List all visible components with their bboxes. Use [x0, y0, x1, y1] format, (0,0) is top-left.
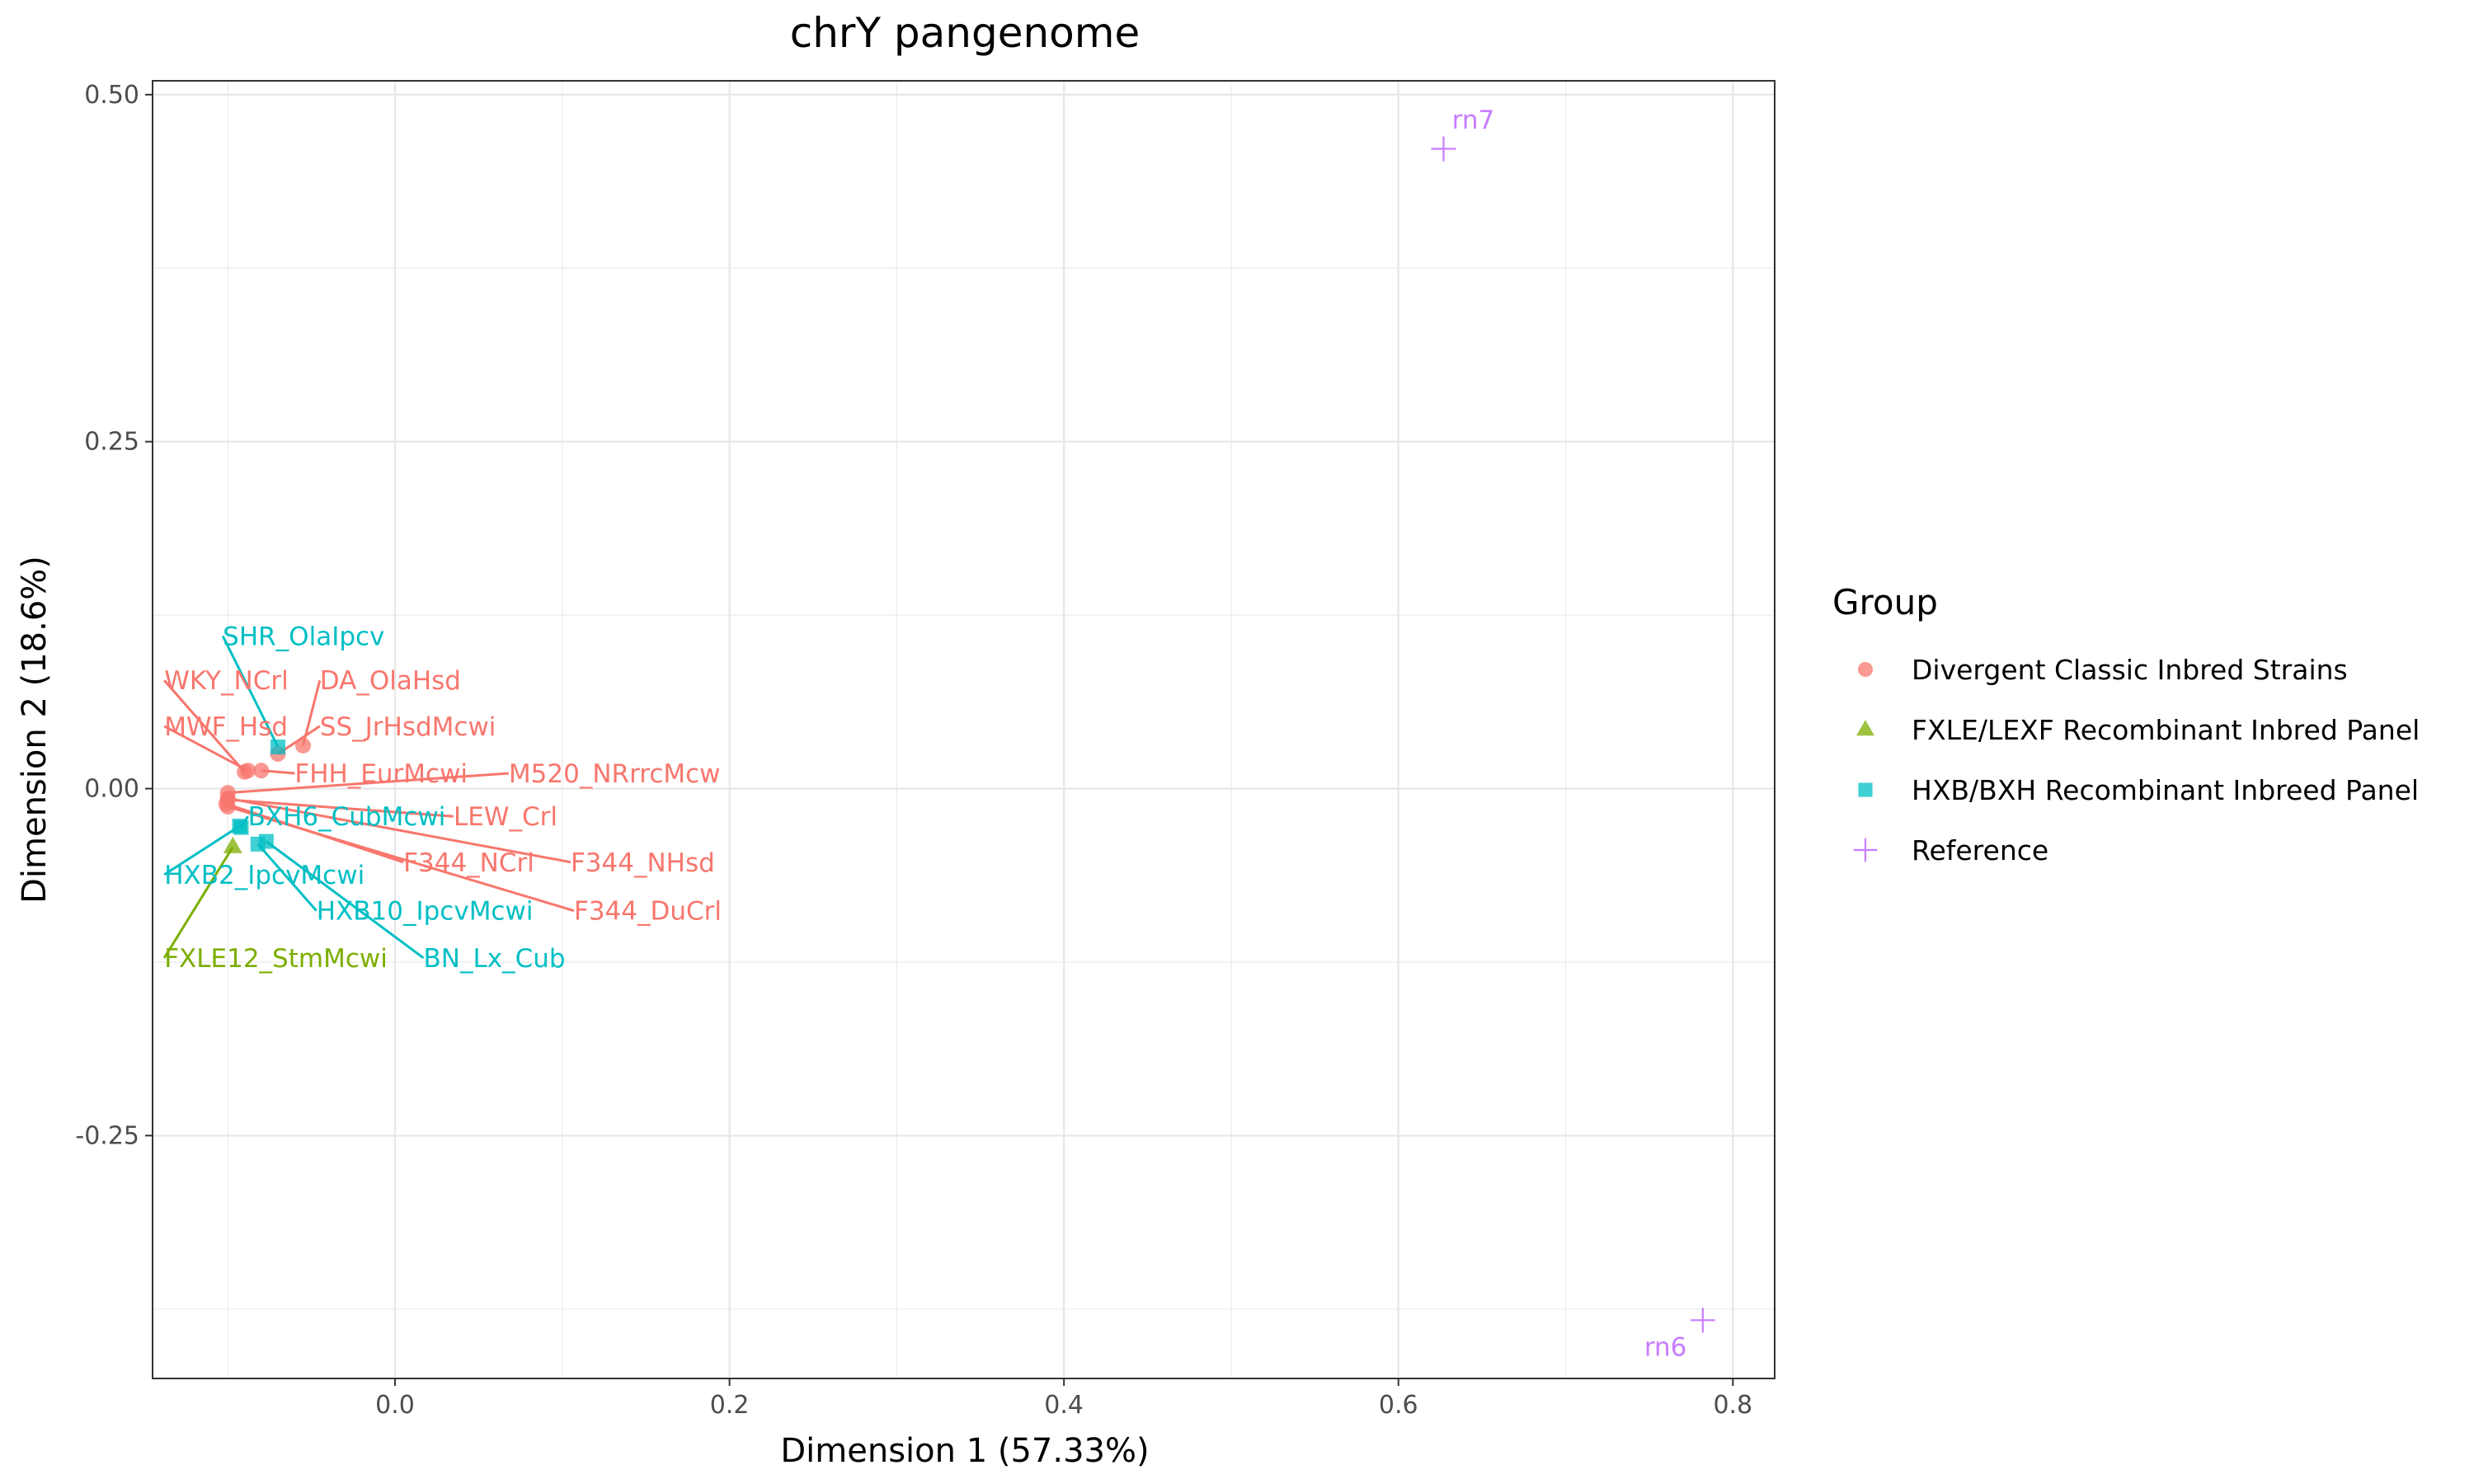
- data-point: [253, 763, 270, 779]
- data-points: [218, 136, 1715, 1333]
- leader-line: [228, 798, 454, 818]
- point-labels: DA_OlaHsd SS_JrHsdMcwi WKY_NCrl MWF_HsdFHH_…: [164, 106, 1686, 1362]
- data-point: [219, 798, 236, 815]
- y-tick-label: -0.25: [75, 1121, 139, 1150]
- legend-label: FXLE/LEXF Recombinant Inbred Panel: [1912, 714, 2420, 746]
- point-label: LEW_Crl: [454, 802, 557, 832]
- x-tick-label: 0.0: [375, 1391, 415, 1420]
- legend-title: Group: [1832, 582, 1938, 622]
- x-axis-title: Dimension 1 (57.33%): [780, 1432, 1149, 1470]
- leader-line: [221, 635, 280, 748]
- point-label: HXB2_IpcvMcwi: [164, 861, 365, 890]
- data-point: [270, 740, 286, 755]
- point-label: SS_JrHsdMcwi: [320, 712, 496, 742]
- point-label: BN_Lx_Cub: [424, 944, 566, 974]
- data-point: [223, 836, 242, 853]
- leader-line: [265, 840, 425, 960]
- point-label: SHR_OlaIpcv: [223, 622, 384, 651]
- point-label: FHH_EurMcwi: [294, 759, 468, 789]
- leader-line: [163, 725, 249, 772]
- data-point: [1431, 136, 1456, 162]
- point-label: WKY_NCrl: [164, 666, 289, 696]
- x-tick-label: 0.8: [1713, 1391, 1752, 1420]
- point-label: M520_NRrrcMcw: [509, 759, 721, 789]
- point-label: DA_OlaHsd: [320, 666, 461, 696]
- point-label: F344_NCrl: [403, 848, 534, 878]
- y-axis: -0.25 0.00 0.25 0.50: [75, 81, 153, 1150]
- legend-key: [1858, 782, 1873, 797]
- chart-title: chrY pangenome: [790, 9, 1141, 57]
- point-label: rn7: [1452, 106, 1495, 135]
- legend: Group Divergent Classic Inbred Strains FX…: [1832, 582, 2420, 866]
- x-axis: 0.0 0.2 0.4 0.6 0.8: [375, 1378, 1752, 1420]
- plot-panel-background: [153, 81, 1775, 1378]
- point-label: HXB10_IpcvMcwi: [317, 897, 534, 927]
- point-label: MWF_Hsd: [164, 712, 288, 742]
- leader-line: [228, 772, 510, 795]
- leader-line: [227, 796, 571, 864]
- x-tick-label: 0.4: [1044, 1391, 1084, 1420]
- data-point: [295, 737, 312, 754]
- plot-panel: DA_OlaHsd SS_JrHsdMcwi WKY_NCrl MWF_HsdFHH_…: [152, 80, 1776, 1379]
- point-label: F344_NHsd: [571, 848, 715, 878]
- leader-line: [256, 843, 317, 912]
- data-point: [1690, 1308, 1715, 1333]
- point-label: BXH6_CubMcwi: [248, 802, 446, 832]
- leader-line: [163, 679, 246, 773]
- legend-item: FXLE/LEXF Recombinant Inbred Panel: [1856, 714, 2420, 746]
- y-tick-label: 0.00: [84, 775, 139, 804]
- data-point: [258, 834, 274, 849]
- legend-item: HXB/BXH Recombinant Inbreed Panel: [1858, 774, 2419, 806]
- leader-line: [227, 805, 575, 913]
- y-tick-label: 0.25: [84, 428, 139, 457]
- label-leader-lines: [162, 635, 575, 960]
- x-tick-label: 0.2: [710, 1391, 750, 1420]
- x-tick-label: 0.6: [1379, 1391, 1418, 1420]
- minor-gridlines: [153, 81, 1775, 1378]
- plot-panel-border: [152, 80, 1776, 1379]
- legend-key: [1856, 720, 1874, 736]
- data-point: [232, 818, 247, 834]
- leader-line: [163, 824, 241, 876]
- point-label: F344_DuCrl: [574, 897, 722, 927]
- point-label: FXLE12_StmMcwi: [164, 944, 388, 974]
- y-tick-label: 0.50: [84, 81, 139, 110]
- legend-label: Reference: [1912, 834, 2048, 866]
- major-gridlines: [153, 81, 1775, 1378]
- legend-item: Reference: [1853, 834, 2048, 866]
- legend-key: [1857, 661, 1874, 678]
- legend-key: [1853, 838, 1878, 862]
- leader-line: [162, 846, 234, 959]
- data-point: [240, 763, 256, 779]
- legend-item: Divergent Classic Inbred Strains: [1857, 654, 2348, 686]
- legend-label: Divergent Classic Inbred Strains: [1912, 654, 2348, 686]
- point-label: rn6: [1644, 1332, 1687, 1362]
- y-axis-title: Dimension 2 (18.6%): [16, 556, 54, 904]
- legend-label: HXB/BXH Recombinant Inbreed Panel: [1912, 774, 2419, 806]
